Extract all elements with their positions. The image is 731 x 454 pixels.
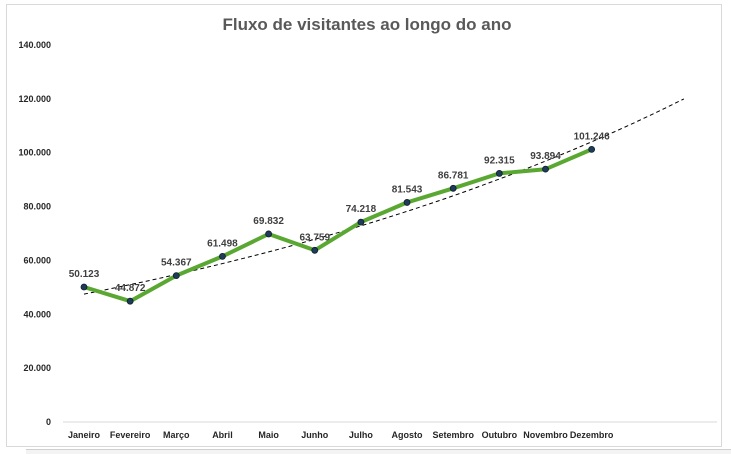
y-tick-label: 60.000: [23, 255, 51, 265]
x-tick-label: Julho: [349, 430, 374, 440]
y-tick-label: 40.000: [23, 309, 51, 319]
data-label: 44.872: [115, 283, 146, 294]
data-label: 92.315: [484, 155, 515, 166]
x-tick-label: Junho: [301, 430, 328, 440]
data-label: 93.894: [530, 151, 561, 162]
data-point: [542, 165, 549, 173]
window-bottom-edge: [26, 449, 731, 454]
x-tick-label: Outubro: [482, 430, 518, 440]
chart-area: Fluxo de visitantes ao longo do ano 0 20.…: [6, 4, 722, 447]
y-tick-label: 80.000: [23, 202, 51, 212]
data-label: 101.246: [574, 131, 611, 142]
data-label: 54.367: [161, 258, 192, 269]
data-label: 50.123: [69, 269, 100, 280]
data-point: [311, 246, 319, 254]
chart-title: Fluxo de visitantes ao longo do ano: [222, 15, 511, 34]
data-point: [172, 272, 180, 279]
data-point: [449, 184, 457, 192]
data-point: [126, 297, 134, 305]
data-label: 86.781: [438, 170, 469, 181]
series-group: [80, 145, 596, 305]
data-point: [403, 199, 411, 206]
data-point: [588, 145, 596, 153]
data-point: [495, 170, 503, 177]
data-point: [80, 283, 88, 291]
x-axis: Janeiro Fevereiro Março Abril Maio Junho Julho…: [68, 430, 614, 440]
data-label: 69.832: [253, 216, 284, 227]
x-tick-label: Agosto: [392, 430, 423, 440]
data-point: [265, 230, 273, 238]
y-tick-label: 120.000: [18, 94, 51, 104]
data-point: [219, 252, 226, 260]
x-tick-label: Janeiro: [68, 430, 101, 440]
line-chart: Fluxo de visitantes ao longo do ano 0 20.…: [18, 15, 717, 440]
x-tick-label: Novembro: [523, 430, 568, 440]
trendline: [83, 98, 685, 295]
x-tick-label: Maio: [258, 430, 279, 440]
x-tick-label: Abril: [212, 430, 233, 440]
data-label: 81.543: [392, 184, 423, 195]
x-tick-label: Fevereiro: [110, 430, 151, 440]
x-tick-label: Março: [163, 430, 190, 440]
y-tick-label: 20.000: [23, 363, 51, 373]
y-axis: 0 20.000 40.000 60.000 80.000 100.000 120.000 1…: [18, 40, 51, 427]
data-label: 61.498: [207, 238, 238, 249]
y-tick-label: 100.000: [18, 148, 51, 158]
data-labels: 50.123 44.872 54.367 61.498 69.832 63.759 74.2…: [69, 131, 610, 294]
y-tick-label: 140.000: [18, 40, 51, 50]
data-label: 74.218: [346, 204, 377, 215]
data-point: [357, 218, 365, 226]
data-label: 63.759: [299, 232, 330, 243]
y-tick-label: 0: [46, 417, 51, 427]
x-tick-label: Dezembro: [570, 430, 614, 440]
x-tick-label: Setembro: [432, 430, 474, 440]
series-line: [82, 147, 594, 304]
